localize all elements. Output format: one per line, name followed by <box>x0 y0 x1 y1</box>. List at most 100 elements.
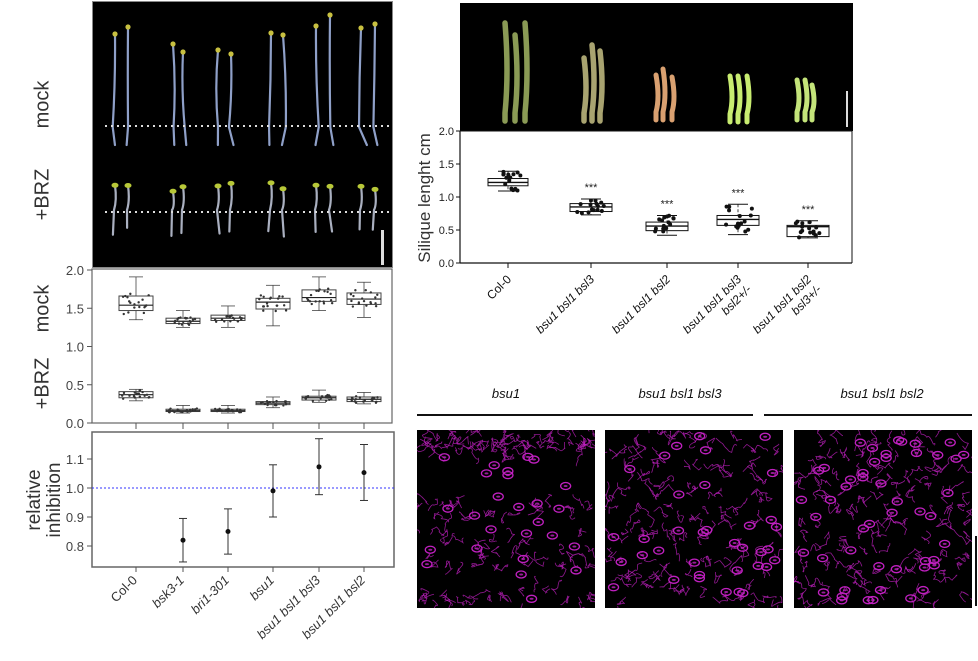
cell-wall <box>542 438 554 444</box>
stomata-pore <box>424 563 429 566</box>
cell-wall <box>915 436 926 448</box>
stomata <box>896 437 908 446</box>
cell-wall <box>477 542 491 556</box>
cell-wall <box>470 441 482 451</box>
data-point <box>189 410 192 413</box>
y-tick-label: 1.0 <box>439 192 454 204</box>
data-point <box>507 178 512 183</box>
stomata <box>755 547 767 557</box>
stomata <box>699 480 711 490</box>
stomata <box>766 468 779 478</box>
cotyledon <box>112 31 118 37</box>
stomata-pore <box>918 510 923 513</box>
cell-wall <box>750 592 765 604</box>
data-point <box>124 294 127 298</box>
cell-wall <box>635 433 647 451</box>
seedling-photo <box>92 1 393 268</box>
cell-wall <box>742 462 757 472</box>
box <box>786 224 830 238</box>
cell-wall <box>605 550 617 563</box>
cell-wall <box>518 537 534 545</box>
cell-wall <box>510 545 525 559</box>
stomata <box>743 521 756 530</box>
cell-wall <box>818 438 826 447</box>
cell-wall <box>509 434 521 442</box>
mock-seedling <box>372 22 379 147</box>
cell-wall <box>686 482 691 490</box>
cotyledon <box>268 30 274 36</box>
cell-wall <box>561 505 576 520</box>
brz-seedling <box>358 185 363 231</box>
data-point <box>184 409 188 413</box>
stomata <box>520 529 533 538</box>
cell-wall <box>900 518 909 526</box>
x-category-label: bsu1 bsl1 bsl3 <box>533 272 597 336</box>
stomata-pore <box>816 469 821 472</box>
cell-wall <box>903 469 910 484</box>
stomata <box>668 575 680 584</box>
cell-wall <box>454 446 463 455</box>
cell-wall <box>440 536 453 546</box>
stomata-pore <box>840 595 845 598</box>
cell-wall <box>810 543 822 552</box>
cell-wall <box>455 495 465 509</box>
data-point <box>508 175 513 180</box>
cell-wall <box>661 522 671 540</box>
data-point <box>354 401 358 405</box>
cell-wall <box>668 587 685 593</box>
cell-wall <box>667 430 680 439</box>
silique <box>744 73 752 125</box>
stomata-pore <box>531 458 536 461</box>
cell-wall <box>854 430 861 441</box>
data-point <box>362 299 366 303</box>
stomata <box>910 448 923 458</box>
y-tick-label: 2.0 <box>66 263 84 278</box>
cell-wall <box>778 464 783 473</box>
cell-wall <box>610 574 623 582</box>
cotyledon <box>111 182 119 188</box>
data-point <box>319 397 322 400</box>
data-point <box>138 395 142 398</box>
cell-wall <box>878 543 891 554</box>
cell-wall <box>605 451 608 453</box>
cell-wall <box>624 569 631 582</box>
cell-wall <box>872 519 885 535</box>
mock-seedling <box>357 26 368 147</box>
data-point <box>326 396 330 399</box>
data-point <box>739 221 744 226</box>
data-point <box>808 230 813 235</box>
cell-wall <box>749 472 764 482</box>
data-point <box>236 320 240 323</box>
data-point <box>265 302 269 305</box>
data-point <box>262 305 266 308</box>
y-tick-label: 0.9 <box>66 510 84 525</box>
cell-wall <box>432 599 438 608</box>
data-point <box>141 390 144 394</box>
cell-wall <box>623 562 643 578</box>
y-tick-label: 1.5 <box>439 159 454 171</box>
cell-wall <box>531 434 543 448</box>
cell-wall <box>872 462 894 469</box>
cell-wall <box>487 594 492 603</box>
mock-seedling <box>328 13 335 147</box>
mock-seedling <box>267 31 273 147</box>
cell-wall <box>970 597 972 601</box>
data-point <box>258 297 261 301</box>
cell-wall <box>417 493 429 505</box>
stomata <box>553 504 565 513</box>
stomata <box>442 504 454 513</box>
stomata <box>795 495 808 504</box>
cell-wall <box>558 563 567 578</box>
data-point <box>145 304 148 307</box>
cell-wall <box>794 480 806 490</box>
data-point <box>189 316 192 319</box>
data-point <box>354 289 357 292</box>
stomata-pore <box>662 454 667 457</box>
y-tick-label: 2.0 <box>439 126 454 138</box>
data-point <box>807 220 812 225</box>
cell-wall <box>580 438 587 447</box>
cell-wall <box>853 571 868 587</box>
data-point <box>132 394 136 398</box>
silique <box>727 73 735 125</box>
cell-wall <box>484 509 495 518</box>
